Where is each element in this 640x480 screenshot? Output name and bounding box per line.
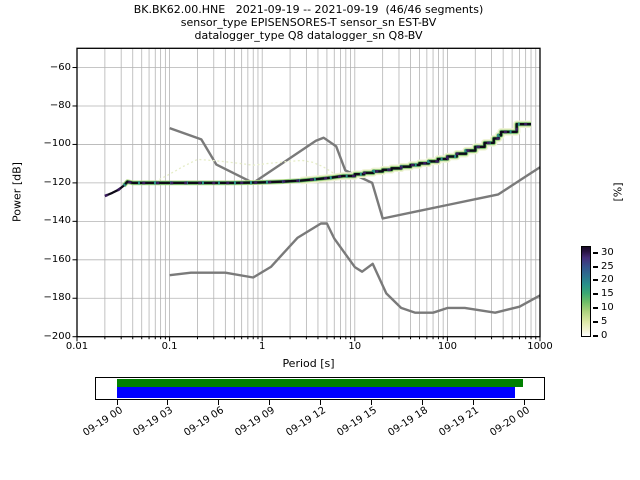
y-tick-label: −100 (43, 138, 71, 150)
grid-lines (76, 48, 541, 337)
colorbar-gradient (581, 246, 591, 337)
y-tick-label: −180 (43, 292, 71, 304)
peterson-high-noise-model (169, 126, 541, 220)
colorbar-tick-mark (593, 307, 598, 310)
x-tick-label: 0.01 (65, 341, 89, 352)
time-tick-mark (524, 399, 526, 405)
coverage-data-available (116, 379, 523, 387)
x-tick-label: 10 (348, 341, 362, 352)
y-tick-label: −80 (49, 99, 71, 111)
colorbar-tick-label: 5 (601, 315, 608, 327)
plot-subtitle-sensor: sensor_type EPISENSORES-T sensor_sn EST-… (180, 16, 437, 29)
colorbar-tick-label: 10 (601, 302, 614, 314)
colorbar-tick-mark (593, 293, 598, 296)
colorbar-label: [%] (611, 182, 625, 202)
colorbar-tick-label: 25 (601, 260, 614, 272)
x-tick-label: 1000 (527, 341, 553, 352)
y-tick-label: −160 (43, 253, 71, 265)
x-tick-label: 100 (437, 341, 457, 352)
time-tick-mark (371, 399, 373, 405)
y-tick-label: −140 (43, 215, 71, 227)
peterson-low-noise-model (169, 222, 541, 314)
y-tick-label: −60 (49, 61, 71, 73)
time-tick-mark (422, 399, 424, 405)
colorbar-tick-mark (593, 265, 598, 268)
time-tick-mark (269, 399, 271, 405)
colorbar-tick-mark (593, 320, 598, 323)
colorbar-tick-label: 20 (601, 274, 614, 286)
ppsd-histogram-band (104, 120, 531, 198)
plot-frame (76, 47, 541, 338)
y-tick-label: −200 (43, 330, 71, 342)
plot-subtitle-datalogger: datalogger_type Q8 datalogger_sn Q8-BV (194, 29, 423, 42)
x-tick-label: 1 (259, 341, 266, 352)
colorbar-tick-mark (593, 334, 598, 337)
time-tick-mark (167, 399, 169, 405)
coverage-data-used (116, 387, 515, 398)
x-axis-label: Period [s] (282, 357, 335, 370)
time-tick-mark (320, 399, 322, 405)
time-tick-mark (473, 399, 475, 405)
colorbar-tick-label: 30 (601, 246, 614, 258)
time-tick-mark (218, 399, 220, 405)
colorbar-tick-mark (593, 279, 598, 282)
colorbar-tick-mark (593, 251, 598, 254)
axis-ticks (72, 67, 541, 342)
time-tick-mark (116, 399, 118, 405)
plot-title: BK.BK62.00.HNE 2021-09-19 -- 2021-09-19 … (133, 3, 484, 16)
colorbar-tick-label: 15 (601, 288, 614, 300)
x-tick-label: 0.1 (161, 341, 178, 352)
y-tick-label: −120 (43, 176, 71, 188)
colorbar-tick-label: 0 (601, 329, 608, 341)
